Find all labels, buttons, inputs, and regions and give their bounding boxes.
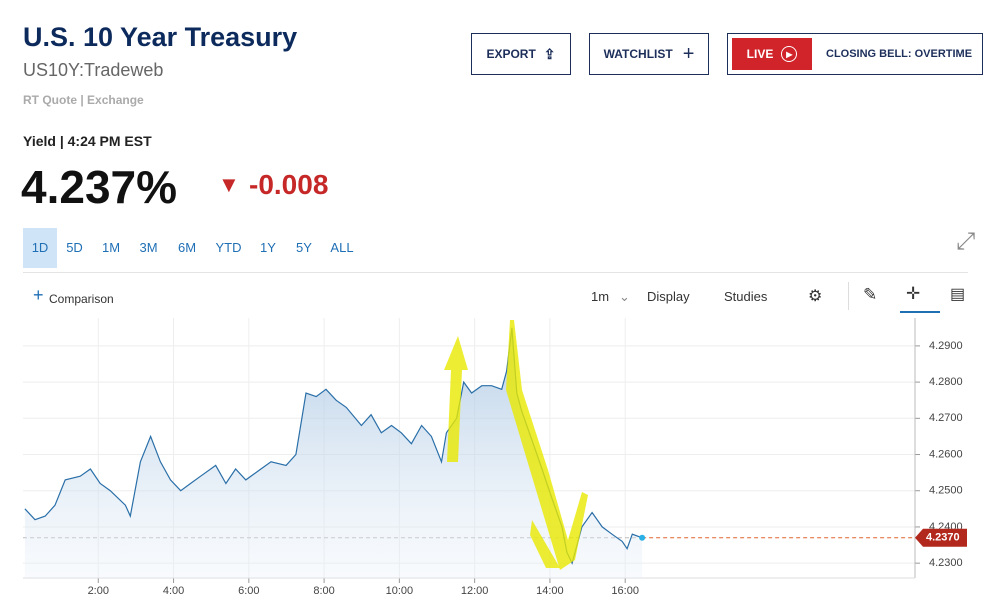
x-tick-label: 8:00 xyxy=(313,585,334,597)
range-tab[interactable]: 1D xyxy=(23,228,57,268)
export-button[interactable]: EXPORT ⇪ xyxy=(471,33,571,75)
quote-label: Yield | 4:24 PM EST xyxy=(23,133,152,149)
draw-icon[interactable]: ✎ xyxy=(863,285,878,304)
x-tick-label: 16:00 xyxy=(611,585,639,597)
range-tab[interactable]: 5D xyxy=(66,240,83,255)
source: RT Quote | Exchange xyxy=(23,93,144,107)
display[interactable]: Display xyxy=(647,289,690,304)
watchlist-button[interactable]: WATCHLIST + xyxy=(589,33,709,75)
icon: + xyxy=(682,42,695,65)
symbol: US10Y:Tradeweb xyxy=(23,60,164,80)
divider xyxy=(23,272,968,273)
last-label: 4.2370 xyxy=(926,532,960,544)
range-tab[interactable]: 1M xyxy=(101,240,121,255)
export-label: EXPORT xyxy=(486,47,536,61)
range-tab[interactable]: ALL xyxy=(330,240,354,255)
live-label: LIVE xyxy=(746,47,774,61)
y-tick-label: 4.2600 xyxy=(929,448,963,460)
y-tick-label: 4.2900 xyxy=(929,340,963,352)
icon: ⇪ xyxy=(543,45,556,62)
chevron: ⌄ xyxy=(619,289,630,304)
highlight xyxy=(506,320,588,570)
x-tick-label: 10:00 xyxy=(386,585,414,597)
range-tab[interactable]: 3M xyxy=(139,240,158,255)
range-tab[interactable]: 5Y xyxy=(296,240,312,255)
divider xyxy=(848,282,849,310)
plus-icon: + xyxy=(33,285,44,305)
crosshair-icon[interactable]: ✛ xyxy=(906,284,921,303)
live-show: CLOSING BELL: OVERTIME xyxy=(826,48,973,60)
area xyxy=(24,327,643,578)
chart: 4.23004.24004.25004.26004.27004.28004.29… xyxy=(23,318,967,597)
interval[interactable]: 1m xyxy=(591,289,610,304)
comparison[interactable]: Comparison xyxy=(49,292,114,306)
range-tab[interactable]: YTD xyxy=(215,240,242,255)
watchlist-label: WATCHLIST xyxy=(603,47,673,61)
y-tick-label: 4.2500 xyxy=(929,485,963,497)
change: -0.008 xyxy=(249,169,329,200)
live-badge: LIVE ▶ xyxy=(732,38,812,70)
y-tick-label: 4.2300 xyxy=(929,557,963,569)
x-tick-label: 2:00 xyxy=(88,585,109,597)
last-point xyxy=(639,534,646,541)
x-tick-label: 12:00 xyxy=(461,585,489,597)
expand-icon[interactable]: ⤢ xyxy=(956,228,976,255)
y-tick-label: 4.2700 xyxy=(929,412,963,424)
comment-icon[interactable]: ▤ xyxy=(950,286,966,303)
range-tab[interactable]: 6M xyxy=(177,240,197,255)
range-tab[interactable]: 1Y xyxy=(260,240,276,255)
highlight xyxy=(530,520,560,568)
x-tick-label: 6:00 xyxy=(238,585,259,597)
title: U.S. 10 Year Treasury xyxy=(23,22,298,52)
y-tick-label: 4.2800 xyxy=(929,376,963,388)
x-tick-label: 4:00 xyxy=(163,585,184,597)
settings-icon[interactable]: ⚙ xyxy=(808,288,823,305)
last-tag xyxy=(915,528,967,547)
live-button[interactable]: LIVE ▶ CLOSING BELL: OVERTIME xyxy=(727,33,983,75)
price: 4.237% xyxy=(21,161,178,213)
highlight xyxy=(444,336,468,462)
x-tick-label: 14:00 xyxy=(536,585,564,597)
icon: ▶ xyxy=(781,46,798,62)
down-arrow: ▼ xyxy=(218,172,240,197)
studies[interactable]: Studies xyxy=(724,289,768,304)
active-indicator xyxy=(900,311,940,313)
